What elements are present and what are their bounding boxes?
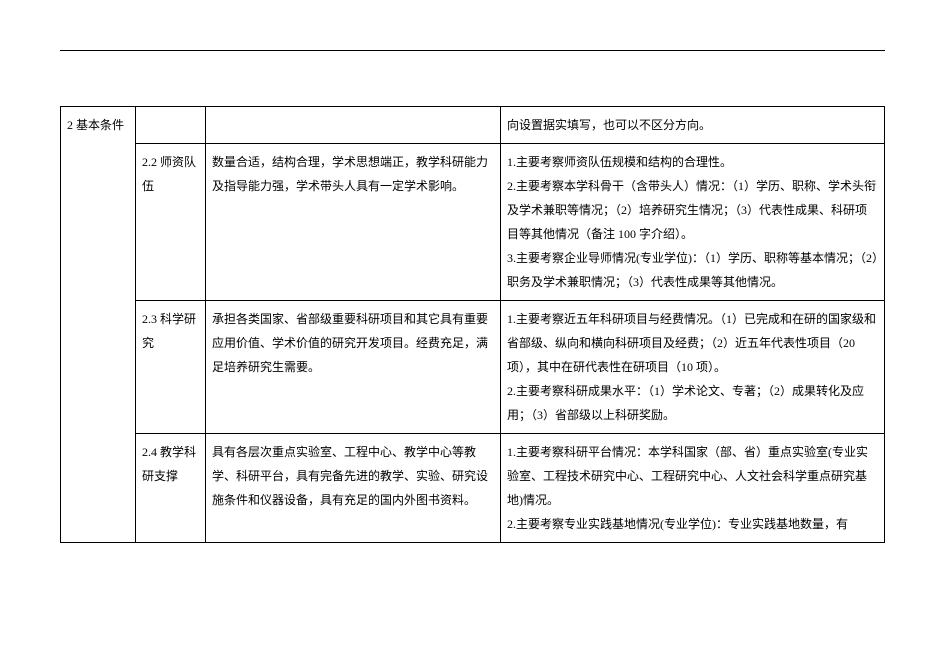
subcat-label: 2.3 科学研究 — [142, 312, 196, 350]
criteria-text: 1.主要考察近五年科研项目与经费情况。（1）已完成和在研的国家级和省部级、纵向和… — [507, 307, 878, 427]
table-row: 2 基本条件 向设置据实填写，也可以不区分方向。 — [61, 107, 885, 144]
desc-cell — [206, 107, 501, 144]
desc-cell: 具有各层次重点实验室、工程中心、教学中心等教学、科研平台，具有完备先进的教学、实… — [206, 434, 501, 543]
desc-text: 数量合适，结构合理，学术思想端正，教学科研能力及指导能力强，学术带头人具有一定学… — [212, 155, 488, 193]
subcat-cell — [136, 107, 206, 144]
criteria-cell: 1.主要考察师资队伍规模和结构的合理性。2.主要考察本学科骨干（含带头人）情况：… — [501, 144, 885, 301]
criteria-text: 1.主要考察师资队伍规模和结构的合理性。2.主要考察本学科骨干（含带头人）情况：… — [507, 150, 878, 294]
page: 2 基本条件 向设置据实填写，也可以不区分方向。 2.2 师资队伍 数量合适，结… — [0, 0, 945, 669]
subcat-cell: 2.3 科学研究 — [136, 301, 206, 434]
subcat-cell: 2.2 师资队伍 — [136, 144, 206, 301]
desc-cell: 承担各类国家、省部级重要科研项目和其它具有重要应用价值、学术价值的研究开发项目。… — [206, 301, 501, 434]
subcat-cell: 2.4 教学科研支撑 — [136, 434, 206, 543]
criteria-text: 1.主要考察科研平台情况：本学科国家（部、省）重点实验室(专业实验室、工程技术研… — [507, 440, 878, 536]
criteria-cell: 向设置据实填写，也可以不区分方向。 — [501, 107, 885, 144]
category-label: 2 基本条件 — [67, 118, 124, 132]
requirements-table: 2 基本条件 向设置据实填写，也可以不区分方向。 2.2 师资队伍 数量合适，结… — [60, 106, 885, 543]
top-rule — [60, 50, 885, 51]
criteria-cell: 1.主要考察科研平台情况：本学科国家（部、省）重点实验室(专业实验室、工程技术研… — [501, 434, 885, 543]
table-row: 2.4 教学科研支撑 具有各层次重点实验室、工程中心、教学中心等教学、科研平台，… — [61, 434, 885, 543]
criteria-cell: 1.主要考察近五年科研项目与经费情况。（1）已完成和在研的国家级和省部级、纵向和… — [501, 301, 885, 434]
desc-text: 具有各层次重点实验室、工程中心、教学中心等教学、科研平台，具有完备先进的教学、实… — [212, 445, 488, 507]
subcat-label: 2.4 教学科研支撑 — [142, 445, 196, 483]
desc-text: 承担各类国家、省部级重要科研项目和其它具有重要应用价值、学术价值的研究开发项目。… — [212, 312, 488, 374]
table-row: 2.3 科学研究 承担各类国家、省部级重要科研项目和其它具有重要应用价值、学术价… — [61, 301, 885, 434]
desc-cell: 数量合适，结构合理，学术思想端正，教学科研能力及指导能力强，学术带头人具有一定学… — [206, 144, 501, 301]
subcat-label: 2.2 师资队伍 — [142, 155, 196, 193]
table-row: 2.2 师资队伍 数量合适，结构合理，学术思想端正，教学科研能力及指导能力强，学… — [61, 144, 885, 301]
category-cell: 2 基本条件 — [61, 107, 136, 543]
criteria-text: 向设置据实填写，也可以不区分方向。 — [507, 118, 711, 132]
